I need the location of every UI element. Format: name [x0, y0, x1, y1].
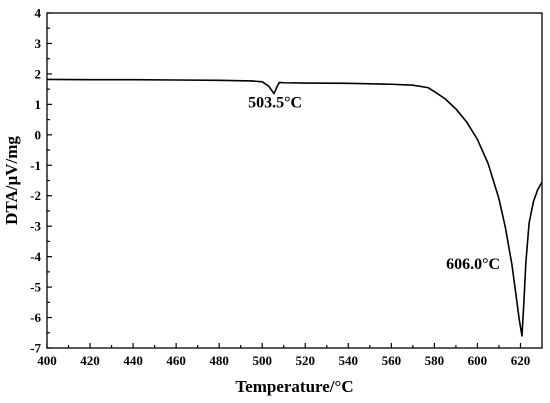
y-tick-label: -6	[30, 310, 41, 325]
peak-label: 503.5°C	[248, 94, 302, 111]
x-tick-label: 400	[37, 353, 57, 368]
y-tick-label: 0	[35, 127, 42, 142]
y-tick-label: -7	[30, 341, 41, 356]
x-tick-label: 540	[339, 353, 359, 368]
y-tick-label: -5	[30, 280, 41, 295]
x-tick-label: 560	[382, 353, 402, 368]
y-tick-label: -4	[30, 249, 41, 264]
axis-ticks	[46, 12, 522, 349]
x-tick-label: 600	[468, 353, 488, 368]
peak-annotations: 503.5°C 606.0°C	[248, 94, 500, 272]
y-axis-title: DTA/µV/mg	[2, 136, 21, 225]
y-tick-label: -1	[30, 158, 41, 173]
x-tick-label: 580	[425, 353, 445, 368]
y-tick-label: 2	[35, 66, 42, 81]
x-tick-label: 460	[166, 353, 186, 368]
y-tick-label: -2	[30, 188, 41, 203]
x-tick-label: 440	[123, 353, 143, 368]
plot-frame	[46, 12, 543, 349]
y-tick-label: 3	[35, 36, 42, 51]
x-tick-label: 420	[80, 353, 100, 368]
dta-curve	[46, 78, 543, 337]
peak-label: 606.0°C	[446, 256, 500, 273]
y-tick-label: 1	[35, 97, 42, 112]
y-tick-label: 4	[35, 6, 42, 21]
x-tick-label: 520	[296, 353, 316, 368]
x-axis-title: Temperature/°C	[235, 377, 353, 396]
x-tick-label: 480	[209, 353, 229, 368]
tick-labels: 400 420 440 460 480 500 520 540 560 580 600 620 4 3 2 1…	[30, 6, 530, 369]
x-tick-label: 620	[511, 353, 531, 368]
x-tick-label: 500	[252, 353, 272, 368]
y-tick-label: -3	[30, 219, 41, 234]
